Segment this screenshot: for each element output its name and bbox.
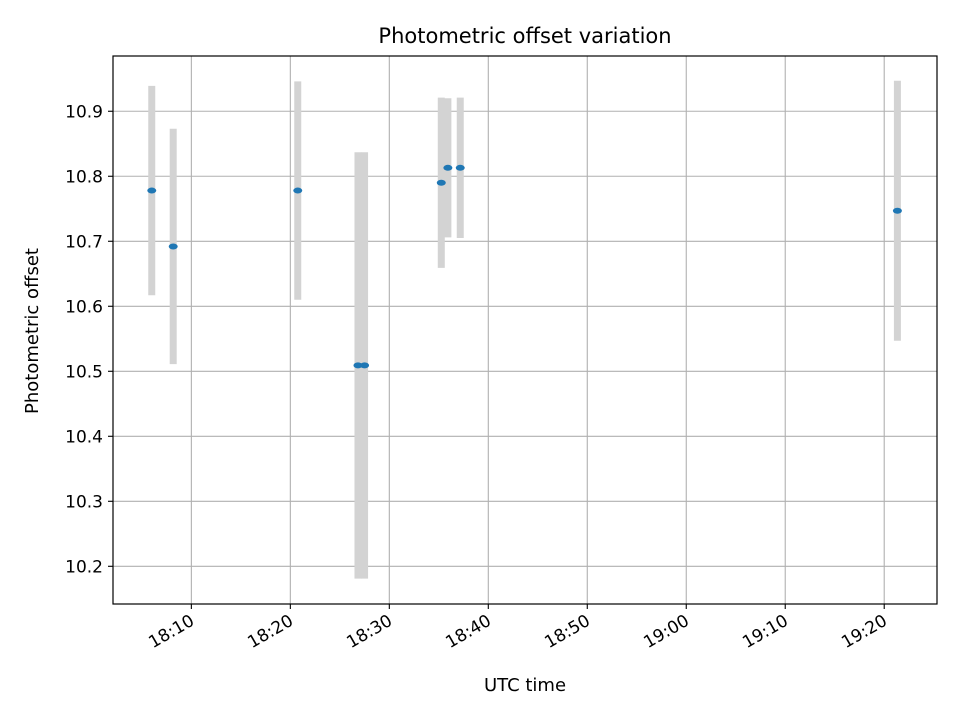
- plot-frame: [112, 55, 938, 605]
- data-points: [147, 164, 902, 369]
- data-point: [892, 207, 902, 214]
- grid: [113, 56, 937, 604]
- data-point: [455, 164, 465, 171]
- chart-title: Photometric offset variation: [378, 24, 671, 48]
- y-tick-label: 10.6: [65, 297, 103, 317]
- y-tick-label: 10.2: [65, 557, 103, 577]
- data-point: [353, 362, 363, 369]
- y-tick-label: 10.5: [65, 362, 103, 382]
- y-tick-label: 10.7: [65, 232, 103, 252]
- y-tick-label: 10.3: [65, 492, 103, 512]
- data-point: [293, 187, 303, 194]
- y-tick-label: 10.4: [65, 427, 103, 447]
- x-axis-label: UTC time: [484, 675, 566, 696]
- y-axis-label: Photometric offset: [22, 248, 43, 414]
- data-point: [436, 179, 446, 186]
- data-point: [147, 187, 157, 194]
- y-tick-label: 10.8: [65, 167, 103, 187]
- y-tick-label: 10.9: [65, 102, 103, 122]
- data-point: [168, 243, 178, 250]
- data-point: [443, 164, 453, 171]
- data-point: [360, 362, 370, 369]
- y-axis-ticks: 10.2 10.3 10.4 10.5 10.6 10.7 10.8 10.9: [65, 102, 113, 577]
